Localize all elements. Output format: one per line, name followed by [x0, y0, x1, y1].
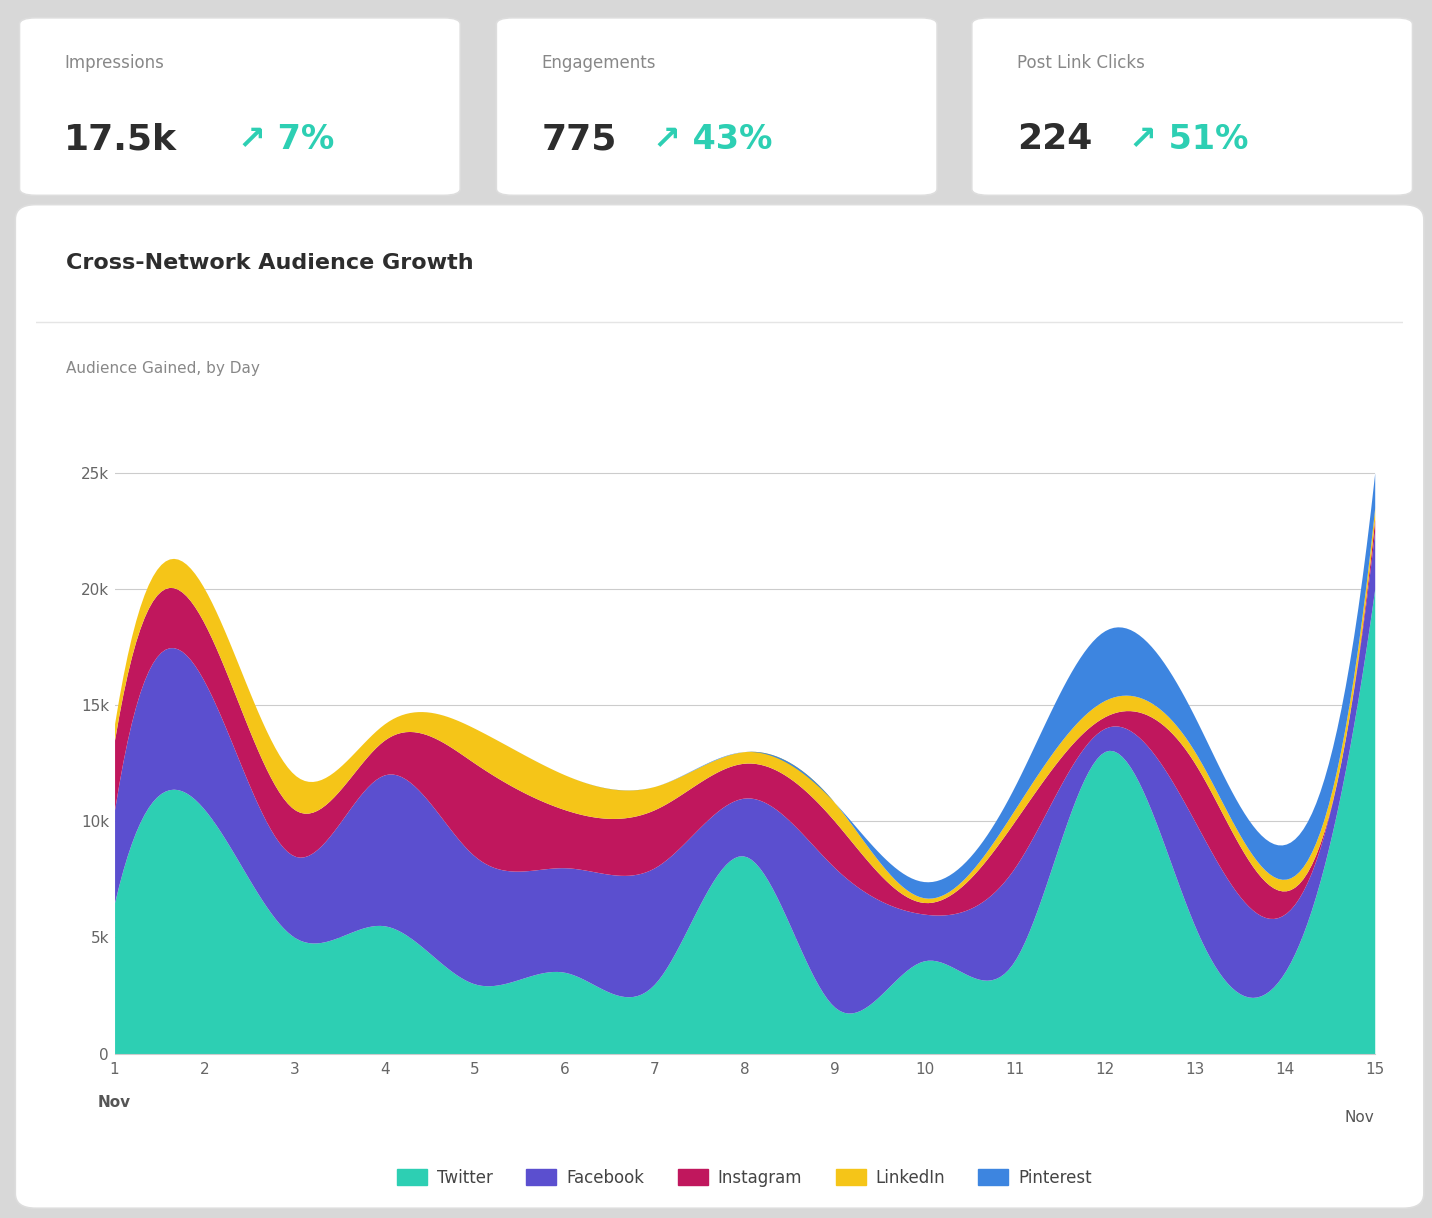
- Text: Audience Gained, by Day: Audience Gained, by Day: [66, 361, 259, 375]
- FancyBboxPatch shape: [16, 205, 1423, 1208]
- FancyBboxPatch shape: [972, 18, 1412, 195]
- Text: Post Link Clicks: Post Link Clicks: [1017, 54, 1144, 72]
- Text: Nov: Nov: [1345, 1110, 1375, 1125]
- Text: ↗ 7%: ↗ 7%: [238, 123, 334, 156]
- Text: ↗ 43%: ↗ 43%: [653, 123, 773, 156]
- FancyBboxPatch shape: [20, 18, 460, 195]
- FancyBboxPatch shape: [497, 18, 937, 195]
- Legend: Twitter, Facebook, Instagram, LinkedIn, Pinterest: Twitter, Facebook, Instagram, LinkedIn, …: [391, 1162, 1098, 1194]
- Text: Engagements: Engagements: [541, 54, 656, 72]
- Text: Cross-Network Audience Growth: Cross-Network Audience Growth: [66, 253, 474, 273]
- Text: 17.5k: 17.5k: [64, 123, 178, 156]
- Text: Impressions: Impressions: [64, 54, 165, 72]
- Text: 224: 224: [1017, 123, 1093, 156]
- Text: 775: 775: [541, 123, 617, 156]
- Text: ↗ 51%: ↗ 51%: [1128, 123, 1249, 156]
- Text: Nov: Nov: [97, 1095, 132, 1111]
